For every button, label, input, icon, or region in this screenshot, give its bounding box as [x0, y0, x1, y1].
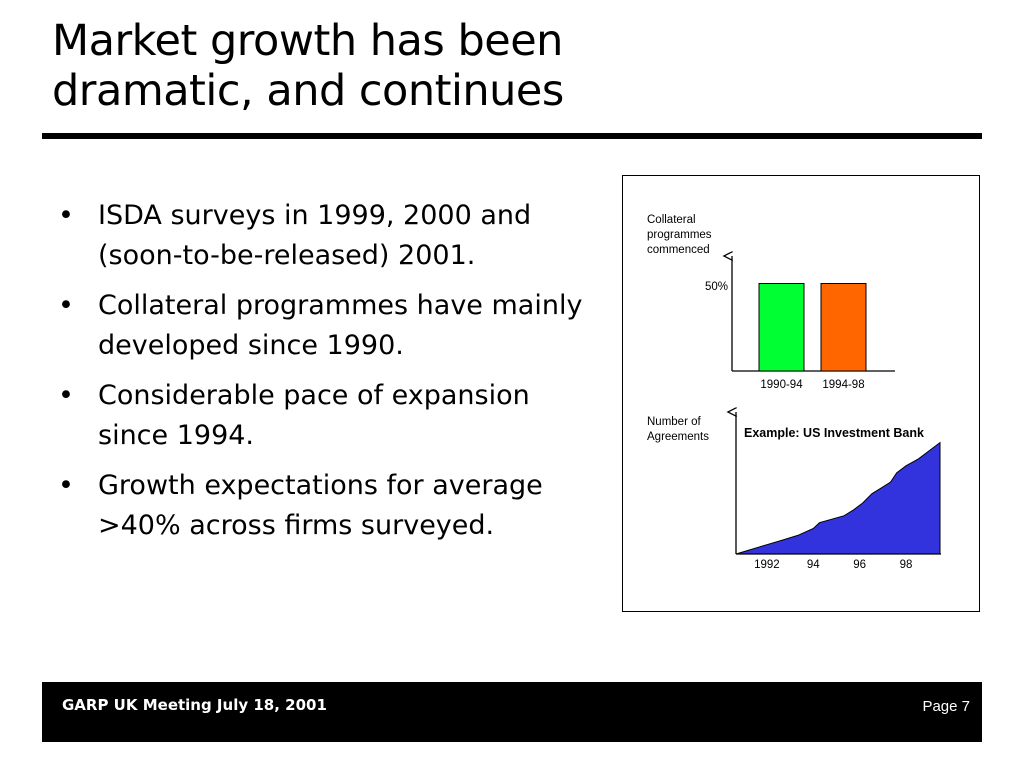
area-ylabel-line-1: Number of [647, 416, 701, 428]
bar-category-label: 1990-94 [760, 379, 803, 391]
area-x-tick-label: 96 [853, 559, 866, 571]
bullet-glyph: • [58, 380, 74, 411]
bullet-glyph: • [58, 470, 74, 501]
bar-chart: Collateral programmes commenced 50% 1990… [647, 214, 895, 391]
slide-title-line-1: Market growth has been [52, 16, 563, 66]
bullet-item: • Growth expectations for average >40% ac… [58, 466, 598, 546]
bar-ylabel-line-1: Collateral [647, 214, 696, 226]
bar-ylabel-line-3: commenced [647, 244, 710, 256]
area-x-tick-label: 94 [807, 559, 820, 571]
footer-bar: GARP UK Meeting July 18, 2001 Page 7 [42, 682, 982, 742]
area-x-tick-label: 1992 [754, 559, 780, 571]
area-series [735, 441, 941, 555]
bar-ytick-label: 50% [705, 281, 728, 293]
bullet-text: Collateral programmes have mainly develo… [98, 290, 583, 361]
bars-layer: 1990-94 1994-98 [758, 283, 867, 391]
slide-title-line-2: dramatic, and continues [52, 66, 564, 116]
bullet-list: • ISDA surveys in 1999, 2000 and (soon-to… [58, 196, 598, 556]
chart-panel: Collateral programmes commenced 50% 1990… [622, 175, 980, 612]
area-x-tick-label: 98 [900, 559, 913, 571]
chart-svg: Collateral programmes commenced 50% 1990… [647, 214, 941, 571]
area-chart-title: Example: US Investment Bank [744, 426, 924, 440]
bullet-item: • Collateral programmes have mainly devel… [58, 286, 598, 366]
footer-page-number: Page 7 [922, 698, 970, 715]
bar-ylabel-line-2: programmes [647, 229, 712, 241]
bullet-text: Considerable pace of expansion since 199… [98, 380, 530, 451]
bar-category-label: 1994-98 [822, 379, 864, 391]
bullet-glyph: • [58, 290, 74, 321]
bullet-text: ISDA surveys in 1999, 2000 and (soon-to-… [98, 200, 532, 271]
title-rule [42, 133, 982, 139]
area-layer [735, 441, 941, 555]
footer-meeting-label: GARP UK Meeting July 18, 2001 [62, 696, 327, 714]
area-ylabel-line-2: Agreements [647, 431, 709, 443]
area-x-ticks: 1992 94 96 98 [754, 559, 912, 571]
bar-1994-98 [820, 283, 867, 372]
bullet-item: • ISDA surveys in 1999, 2000 and (soon-to… [58, 196, 598, 276]
bullet-text: Growth expectations for average >40% acr… [98, 470, 543, 541]
slide-title: Market growth has been dramatic, and con… [52, 16, 952, 116]
area-chart: Number of Agreements Example: US Investm… [647, 412, 941, 571]
bullet-glyph: • [58, 200, 74, 231]
bar-1990-94 [758, 283, 805, 372]
bullet-item: • Considerable pace of expansion since 19… [58, 376, 598, 456]
